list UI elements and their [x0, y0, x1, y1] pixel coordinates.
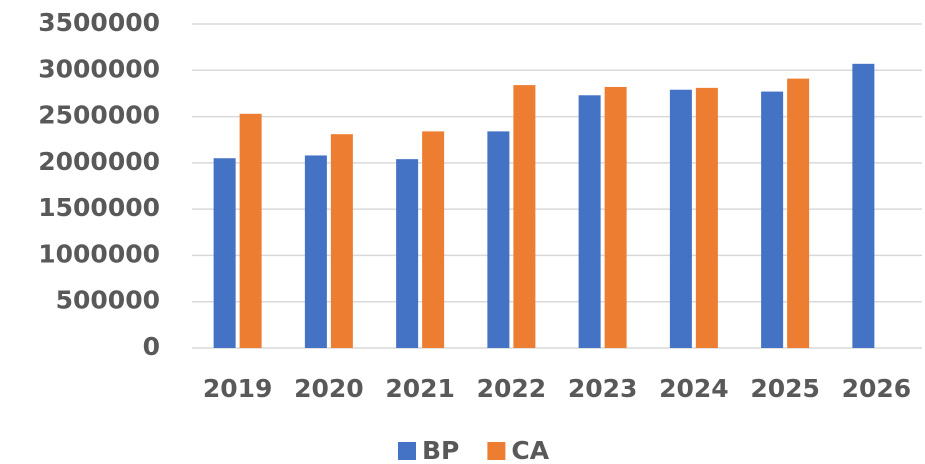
bar	[852, 63, 875, 348]
bar	[578, 95, 601, 348]
y-tick-label: 1500000	[38, 193, 160, 222]
legend-swatch	[487, 442, 506, 460]
y-tick-label: 500000	[56, 286, 160, 315]
bar	[761, 91, 784, 348]
x-tick-label: 2020	[294, 374, 364, 403]
bar	[330, 134, 353, 348]
y-tick-label: 1000000	[38, 239, 160, 268]
bar	[604, 86, 627, 348]
y-tick-label: 2500000	[38, 101, 160, 130]
bar	[669, 89, 692, 349]
bar	[396, 159, 419, 348]
y-tick-label: 0	[143, 332, 160, 361]
bar	[787, 78, 810, 349]
bar	[513, 85, 536, 349]
x-tick-label: 2021	[385, 374, 455, 403]
legend-swatch	[398, 442, 416, 460]
y-tick-label: 3500000	[38, 8, 160, 37]
bar	[304, 155, 327, 348]
legend-label: BP	[422, 436, 459, 464]
bar	[239, 113, 262, 349]
x-tick-label: 2022	[477, 374, 547, 403]
bar	[213, 158, 236, 348]
y-tick-label: 3000000	[38, 54, 160, 83]
x-tick-label: 2025	[750, 374, 820, 403]
x-tick-label: 2019	[203, 374, 273, 403]
bar	[695, 87, 718, 349]
legend-label: CA	[511, 436, 549, 464]
x-tick-label: 2026	[842, 374, 912, 403]
x-tick-label: 2023	[568, 374, 638, 403]
x-tick-label: 2024	[659, 374, 729, 403]
y-tick-label: 2000000	[38, 147, 160, 176]
bar	[487, 131, 510, 348]
bar	[422, 131, 445, 348]
